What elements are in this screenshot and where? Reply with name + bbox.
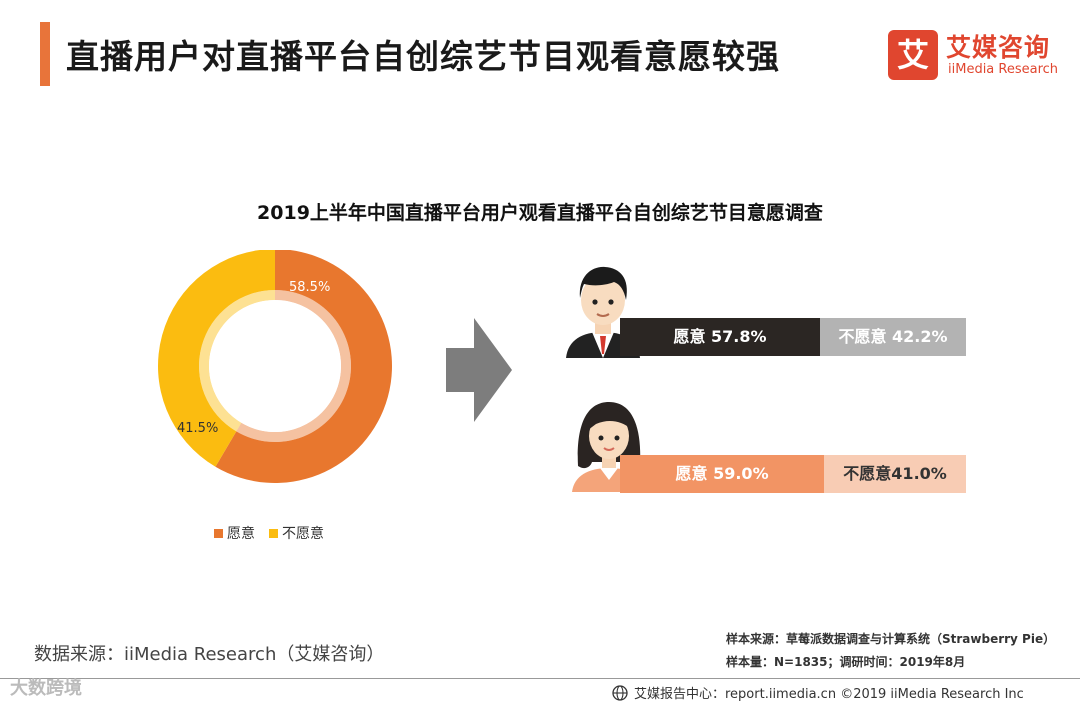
watermark: 大数跨境	[10, 678, 82, 699]
donut-label-1: 41.5%	[177, 421, 218, 436]
title-accent-bar	[40, 22, 50, 86]
donut-legend: 愿意 不愿意	[214, 523, 324, 543]
iimedia-logo-mark: 艾	[888, 30, 938, 80]
donut-hole	[209, 300, 341, 432]
legend-swatch-willing	[214, 528, 223, 538]
donut-inner-band-1	[199, 290, 275, 432]
donut-label-0: 58.5%	[289, 280, 330, 295]
donut-slice-0	[215, 250, 392, 483]
footer: 艾媒报告中心：report.iimedia.cn ©2019 iiMedia R…	[612, 683, 1024, 702]
legend-label-unwilling: 不愿意	[282, 526, 324, 542]
male-bar: 愿意 57.8% 不愿意 42.2%	[620, 318, 966, 356]
legend-label-willing: 愿意	[227, 526, 255, 542]
female-bar: 愿意 59.0% 不愿意41.0%	[620, 455, 966, 493]
bar-seg-willing-0: 愿意 57.8%	[620, 318, 820, 356]
globe-icon	[612, 684, 628, 701]
right-arrow-icon	[446, 318, 512, 422]
male-avatar-icon	[566, 266, 640, 358]
bar-seg-unwilling-0: 不愿意 42.2%	[819, 318, 966, 356]
logo-english-name: iiMedia Research	[948, 62, 1059, 77]
legend-item-willing: 愿意	[214, 523, 255, 543]
sample-info: 样本来源：草莓派数据调查与计算系统（Strawberry Pie） 样本量：N=…	[726, 628, 1055, 674]
legend-item-unwilling: 不愿意	[269, 523, 324, 543]
bar-seg-willing-1: 愿意 59.0%	[620, 455, 825, 493]
logo-chinese-name: 艾媒咨询	[946, 33, 1051, 62]
chart-title: 2019上半年中国直播平台用户观看直播平台自创综艺节目意愿调查	[257, 202, 823, 224]
legend-swatch-unwilling	[269, 528, 278, 538]
donut-inner-band-0	[236, 290, 351, 442]
donut-slice-1	[158, 250, 275, 467]
donut-chart: 58.5% 41.5%	[158, 250, 392, 483]
bar-seg-unwilling-1: 不愿意41.0%	[824, 455, 966, 493]
footer-divider	[0, 678, 1080, 679]
sample-source: 样本来源：草莓派数据调查与计算系统（Strawberry Pie）	[726, 632, 1056, 646]
sample-size: 样本量：N=1835；调研时间：2019年8月	[726, 655, 966, 669]
page-title: 直播用户对直播平台自创综艺节目观看意愿较强	[66, 37, 780, 76]
data-source: 数据来源：iiMedia Research（艾媒咨询）	[34, 644, 385, 665]
footer-text: 艾媒报告中心：report.iimedia.cn ©2019 iiMedia R…	[634, 687, 1024, 702]
